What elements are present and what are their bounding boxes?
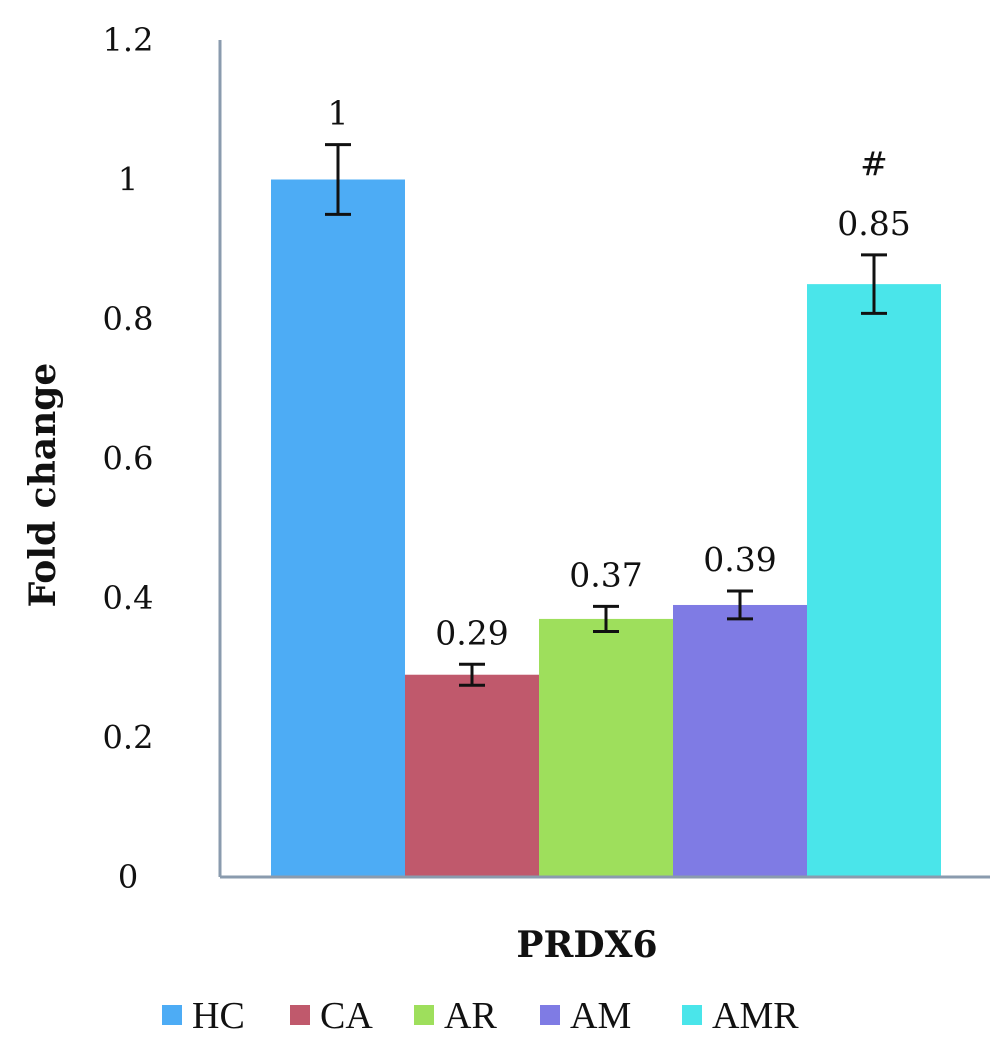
y-tick-label: 1.2 [103, 21, 154, 59]
y-axis-title: Fold change [22, 363, 64, 608]
data-label-ca: 0.29 [435, 613, 508, 652]
legend-item-hc: HC [162, 995, 245, 1037]
error-bar-ca [459, 662, 485, 687]
y-tick-label: 0 [118, 858, 138, 896]
legend: HC CA AR AM AMR [162, 995, 799, 1037]
error-bar-hc [325, 143, 351, 216]
legend-label: CA [320, 995, 373, 1037]
legend-label: AMR [712, 995, 799, 1037]
legend-label: AM [570, 995, 631, 1037]
legend-item-am: AM [540, 995, 631, 1037]
bar-hc [271, 179, 405, 877]
error-bar-amr [861, 253, 887, 315]
data-label-amr: 0.85 [837, 204, 910, 243]
error-bar-am [727, 589, 753, 621]
legend-swatch [162, 1005, 182, 1025]
y-tick-label: 0.2 [103, 719, 154, 757]
error-bar-ar [593, 604, 619, 633]
legend-swatch [414, 1005, 434, 1025]
bar-ca [405, 674, 539, 877]
legend-item-ca: CA [290, 995, 373, 1037]
y-tick-label: 0.4 [103, 579, 154, 617]
legend-swatch [540, 1005, 560, 1025]
y-tick-label: 0.6 [103, 440, 154, 478]
legend-label: HC [192, 995, 245, 1037]
bar-am [673, 604, 807, 877]
y-tick-label: 1 [118, 161, 138, 199]
y-tick-label: 0.8 [103, 300, 154, 338]
data-label-ar: 0.37 [569, 555, 642, 594]
legend-item-amr: AMR [682, 995, 799, 1037]
data-label-hc: 1 [328, 94, 349, 133]
legend-item-ar: AR [414, 995, 497, 1037]
legend-swatch [290, 1005, 310, 1025]
data-label-am: 0.39 [703, 540, 776, 579]
bar-amr [807, 284, 941, 877]
legend-label: AR [444, 995, 497, 1037]
x-axis-title: PRDX6 [516, 924, 657, 966]
significance-annotation: # [860, 144, 888, 183]
bar-ar [539, 618, 673, 877]
legend-swatch [682, 1005, 702, 1025]
